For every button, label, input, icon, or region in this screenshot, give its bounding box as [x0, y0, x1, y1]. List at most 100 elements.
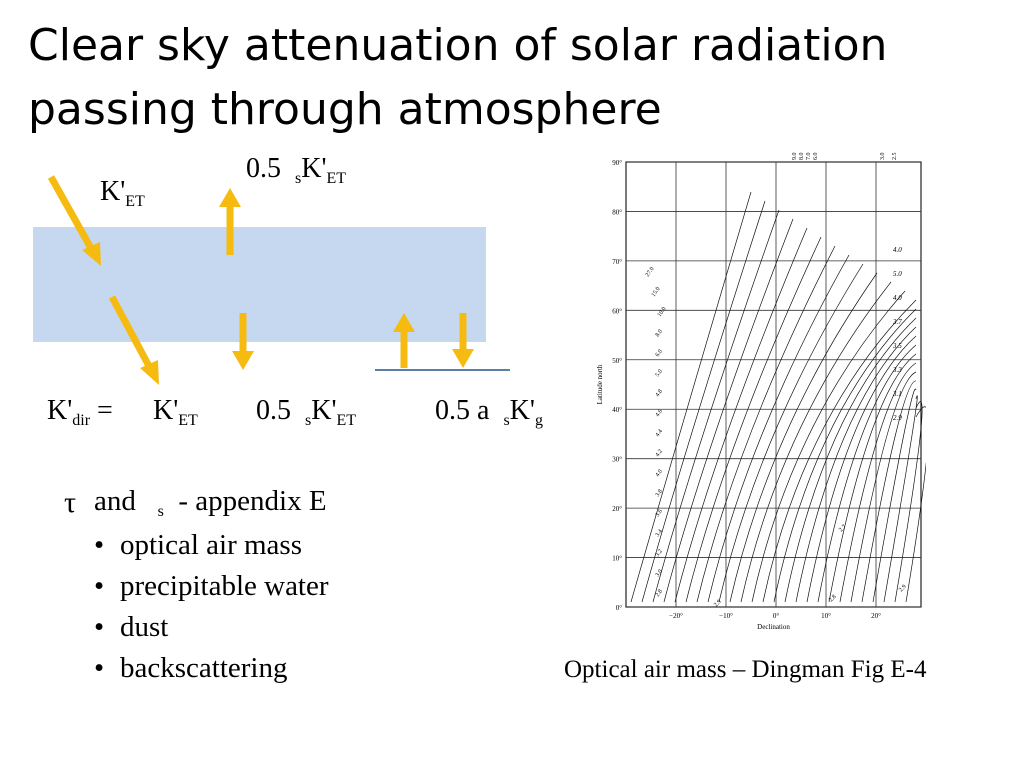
list-item: precipitable water: [94, 566, 328, 607]
contour-label: 3.1: [892, 390, 902, 398]
term2-sub: ET: [336, 412, 357, 429]
notes-suffix: - appendix E: [178, 485, 327, 517]
reflected-radiation-label: 0.5 sK'ET: [246, 153, 346, 188]
k-et-subscript: ET: [125, 193, 145, 210]
incoming-arrow: [47, 175, 101, 266]
contour-line: [905, 406, 930, 603]
contour-label: 6.0: [813, 153, 819, 161]
air-mass-chart: 90° 80° 70° 60° 50° 40° 30° 20° 10° 0° −20° −10° 0° 1…: [596, 153, 930, 631]
x-tick-label: −20°: [669, 612, 683, 620]
k-et-symbol: K': [100, 176, 126, 207]
contour-line: [707, 254, 850, 603]
contour-label: 15.0: [651, 286, 662, 298]
contour-label: 4.8: [655, 389, 664, 399]
contour-label: 2.8: [828, 594, 838, 604]
scatter-up-arrow: [219, 188, 241, 255]
list-item: dust: [94, 607, 329, 648]
scatter-down-arrow: [232, 313, 254, 370]
contour-label: 5.0: [655, 369, 664, 379]
contour-label: 3.6: [655, 509, 664, 519]
term1-k: K': [153, 395, 179, 426]
contour-line: [872, 388, 917, 603]
contour-label: 8.0: [655, 329, 664, 339]
contour-line: [850, 371, 917, 603]
incoming-radiation-label: K'ET: [100, 176, 145, 211]
y-tick-label: 60°: [612, 307, 622, 315]
contour-line: [773, 308, 917, 603]
contour-label: 4.0: [655, 469, 664, 479]
x-tick-label: 0°: [773, 612, 780, 620]
transmitted-arrow: [108, 295, 159, 385]
contour-line: [685, 236, 822, 603]
term3-k: K': [509, 395, 535, 426]
reflect-k: K': [301, 153, 327, 184]
contour-label: 3.0: [655, 569, 664, 579]
term3-s: s: [503, 412, 510, 429]
contour-label: 4.4: [655, 429, 664, 439]
contour-label: 3.3: [892, 366, 902, 374]
y-tick-label: 90°: [612, 159, 622, 167]
contour-label: 10.0: [657, 306, 668, 318]
x-tick-label: −10°: [719, 612, 733, 620]
y-tick-label: 80°: [612, 208, 622, 216]
list-item: backscattering: [94, 648, 329, 689]
x-tick-label: 10°: [821, 612, 831, 620]
contour-line: [652, 209, 780, 603]
x-tick-label: 20°: [871, 612, 881, 620]
contour-label: 4.2: [655, 449, 664, 459]
ground-backscatter-down-arrow: [452, 313, 474, 368]
contour-label: 5.0: [893, 270, 902, 278]
contour-label: 2.8: [655, 589, 664, 599]
tau-symbol: τ: [64, 486, 77, 519]
contour-line: [828, 353, 917, 603]
contour-label: 7.0: [806, 153, 812, 161]
notes-s: s: [157, 503, 164, 520]
contour-line: [795, 326, 917, 603]
contour-label: 3.7: [892, 318, 902, 326]
contour-label: 3.5: [892, 342, 902, 350]
contour-line: [883, 395, 918, 603]
y-tick-label: 50°: [612, 357, 622, 365]
reflect-coefficient: 0.5: [246, 153, 281, 184]
contour-label: 2.9: [893, 414, 902, 422]
contour-line: [817, 344, 917, 603]
y-tick-label: 40°: [612, 406, 622, 414]
term3-coef: 0.5 a: [435, 395, 490, 426]
list-item: optical air mass: [94, 525, 329, 566]
x-axis-label: Declination: [757, 623, 790, 631]
equation-lhs-k: K': [47, 395, 73, 426]
reflect-s: s: [295, 170, 302, 187]
equation-term2: 0.5 sK'ET: [256, 395, 356, 430]
contour-label: 27.0: [645, 266, 656, 278]
contour-line: [663, 218, 794, 603]
equation-term3: 0.5 a sK'g: [435, 395, 543, 430]
equation-lhs: K'dir =: [47, 395, 113, 430]
contour-line: [729, 272, 878, 603]
contour-line: [806, 335, 917, 603]
y-tick-label: 10°: [612, 555, 622, 563]
contour-line: [894, 401, 923, 603]
contour-label: 3.4: [655, 529, 664, 539]
contour-line: [784, 317, 917, 603]
reflect-subscript: ET: [326, 170, 347, 187]
term3-sub: g: [534, 412, 543, 429]
contour-label: 3.8: [655, 489, 664, 499]
contour-label: 9.0: [792, 153, 798, 161]
equation-equals: =: [97, 395, 113, 426]
contour-line: [751, 290, 906, 603]
notes-block: and s - appendix E optical air mass prec…: [94, 485, 329, 689]
y-tick-label: 20°: [612, 505, 622, 513]
term2-s: s: [305, 412, 312, 429]
notes-and: and: [94, 485, 136, 517]
atmosphere-layer: [33, 227, 486, 342]
contour-label: 8.0: [799, 153, 805, 161]
contour-label: 2.9: [898, 584, 908, 594]
contour-label: 4.0: [893, 246, 902, 254]
contour-line: [718, 263, 864, 603]
contour-line: [641, 200, 766, 603]
equation-lhs-sub: dir: [72, 412, 91, 429]
contour-line: [861, 380, 917, 603]
contour-line: [839, 362, 917, 603]
contour-label: 4.0: [893, 294, 902, 302]
contour-line: [674, 227, 808, 603]
